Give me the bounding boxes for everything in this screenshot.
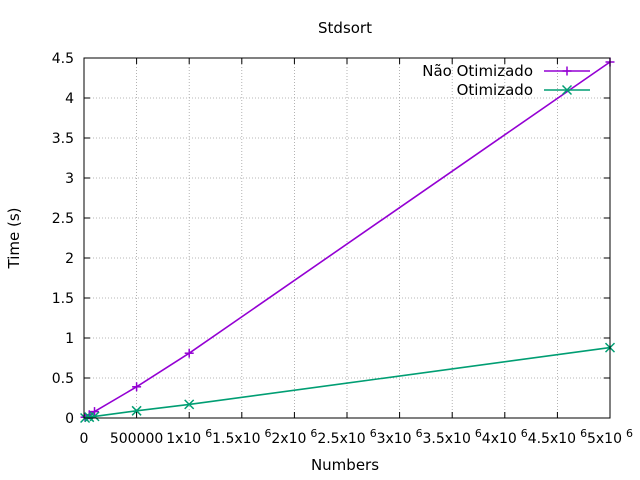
- x-tick-labels: 0 500000 1x10 6 1.5x10 6 2x10 6 2.5x10 6 3x10 6 3.5x…: [80, 427, 633, 447]
- x-tick-label-exponent: 6: [310, 427, 317, 440]
- x-tick-label: 3.5x10 6: [423, 427, 482, 447]
- legend-label: Otimizado: [457, 81, 533, 99]
- x-tick-label-base: 0: [80, 431, 89, 447]
- x-tick-label: 2x10 6: [271, 427, 317, 447]
- legend-marker: [562, 66, 572, 76]
- series-line: [84, 346, 611, 419]
- legend-marker: [561, 84, 573, 96]
- grid: [84, 58, 610, 418]
- data-point: [90, 407, 100, 417]
- x-tick-label-exponent: 6: [416, 427, 423, 440]
- y-tick-label: 4.5: [52, 51, 74, 67]
- data-point: [184, 348, 194, 358]
- x-tick-label: 500000: [110, 431, 163, 447]
- x-tick-label-exponent: 6: [475, 427, 482, 440]
- x-axis-title: Numbers: [311, 456, 379, 474]
- axis-ticks: [83, 57, 611, 419]
- y-tick-label: 4: [65, 91, 74, 107]
- y-axis-title: Time (s): [5, 208, 23, 270]
- data-point: [184, 399, 195, 410]
- x-tick-label-base: 500000: [110, 431, 163, 447]
- chart-title: Stdsort: [318, 19, 372, 37]
- x-tick-label: 2.5x10 6: [317, 427, 376, 447]
- x-tick-label-base: 1x10: [166, 431, 201, 447]
- legend-label: Não Otimizado: [422, 62, 533, 80]
- y-tick-label: 1.5: [52, 291, 74, 307]
- y-tick-label: 3: [65, 171, 74, 187]
- x-tick-label-base: 1.5x10: [212, 431, 260, 447]
- y-tick-label: 2: [65, 251, 74, 267]
- series-group: [80, 57, 616, 424]
- x-tick-label-base: 3.5x10: [423, 431, 471, 447]
- x-tick-label-exponent: 6: [205, 427, 212, 440]
- x-tick-label: 4.5x10 6: [528, 427, 587, 447]
- x-tick-label-base: 4x10: [482, 431, 517, 447]
- x-tick-label-exponent: 6: [264, 427, 271, 440]
- x-tick-label-base: 2.5x10: [317, 431, 365, 447]
- x-tick-label-base: 3x10: [377, 431, 412, 447]
- x-tick-label: 1x10 6: [166, 427, 212, 447]
- series-line: [84, 61, 611, 418]
- data-point: [132, 382, 142, 392]
- x-tick-label: 4x10 6: [482, 427, 528, 447]
- x-tick-label-exponent: 6: [580, 427, 587, 440]
- data-point: [131, 405, 142, 416]
- y-tick-labels: 0 0.5 1 1.5 2 2.5 3 3.5 4 4.5: [52, 51, 74, 427]
- y-tick-label: 1: [65, 331, 74, 347]
- x-tick-label-base: 5x10: [587, 431, 622, 447]
- x-tick-label-exponent: 6: [370, 427, 377, 440]
- x-tick-label: 0: [80, 431, 89, 447]
- y-tick-label: 2.5: [52, 211, 74, 227]
- y-tick-label: 0: [65, 411, 74, 427]
- y-tick-label: 0.5: [52, 371, 74, 387]
- x-tick-label-exponent: 6: [626, 427, 633, 440]
- y-tick-label: 3.5: [52, 131, 74, 147]
- x-tick-label-exponent: 6: [521, 427, 528, 440]
- x-tick-label: 5x10 6: [587, 427, 633, 447]
- x-tick-label: 3x10 6: [377, 427, 423, 447]
- x-tick-label: 1.5x10 6: [212, 427, 271, 447]
- x-tick-label-base: 4.5x10: [528, 431, 576, 447]
- data-point: [89, 411, 100, 422]
- x-tick-label-base: 2x10: [271, 431, 306, 447]
